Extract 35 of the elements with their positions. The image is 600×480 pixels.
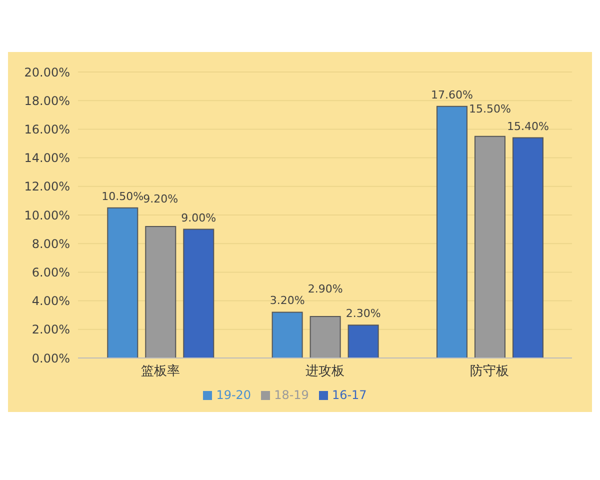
y-tick-label: 6.00% [32, 265, 70, 280]
y-tick-label: 0.00% [32, 351, 70, 366]
legend-label: 19-20 [216, 388, 252, 402]
y-tick-label: 20.00% [24, 65, 70, 80]
x-tick-label: 防守板 [470, 364, 510, 380]
bar [348, 324, 379, 358]
data-label: 15.50% [468, 102, 511, 116]
bar [310, 316, 341, 358]
y-tick-label: 14.00% [24, 151, 70, 166]
y-tick-label: 2.00% [32, 322, 70, 337]
y-tick-label: 4.00% [32, 294, 70, 308]
x-tick-label: 篮板率 [140, 363, 180, 380]
data-label: 2.30% [346, 307, 381, 320]
legend-label: 18-19 [274, 388, 309, 402]
data-label: 2.90% [308, 282, 343, 296]
y-tick-label: 16.00% [24, 122, 70, 136]
y-tick-label: 10.00% [24, 208, 70, 222]
y-tick-label: 18.00% [24, 94, 70, 108]
data-label: 3.20% [270, 294, 305, 308]
bar [436, 106, 468, 358]
bar [474, 136, 506, 358]
bar [183, 228, 214, 358]
bar [107, 207, 138, 358]
data-label: 9.20% [143, 192, 178, 206]
data-label: 17.60% [430, 88, 473, 102]
data-label: 10.50% [102, 190, 144, 203]
bar [145, 226, 176, 358]
bar [272, 312, 303, 358]
y-tick-label: 12.00% [24, 180, 70, 194]
legend-label: 16-17 [332, 388, 367, 402]
data-label: 15.40% [506, 120, 549, 133]
data-label: 9.00% [181, 211, 216, 224]
x-tick-label: 进攻板 [306, 364, 344, 380]
y-tick-label: 8.00% [32, 236, 70, 251]
bar [512, 137, 544, 358]
